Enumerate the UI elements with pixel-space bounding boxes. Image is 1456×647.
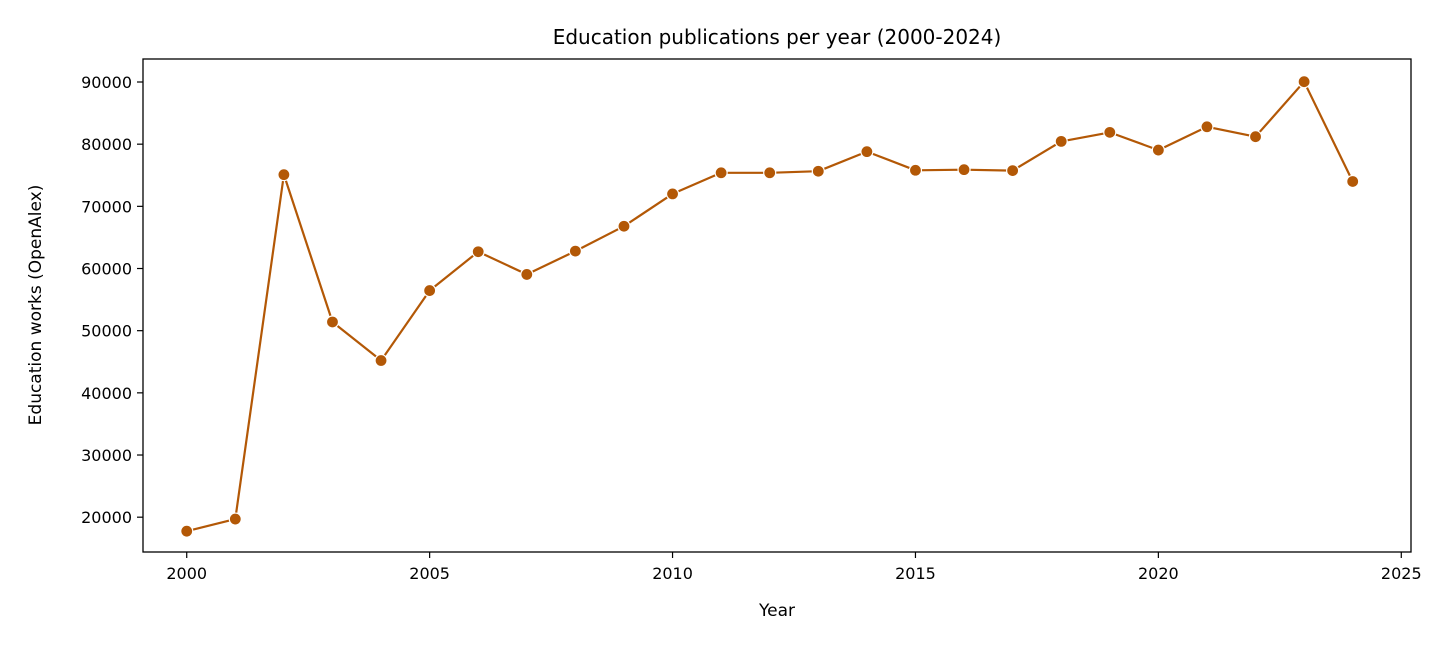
- chart-title: Education publications per year (2000-20…: [553, 25, 1002, 49]
- data-point-marker: [617, 219, 631, 233]
- data-point-marker: [763, 166, 777, 180]
- data-point-marker: [1297, 75, 1311, 89]
- data-point-marker: [1346, 174, 1360, 189]
- data-point-marker: [908, 163, 923, 177]
- axes-frame: [142, 58, 1412, 553]
- data-point-marker: [277, 168, 291, 182]
- data-point-marker: [860, 145, 874, 159]
- y-axis-label: Education works (OpenAlex): [26, 185, 46, 426]
- y-tick-label: 20000: [81, 508, 132, 527]
- data-point-marker: [471, 245, 485, 259]
- data-point-marker: [665, 187, 680, 201]
- x-tick-label: 2025: [1381, 564, 1422, 583]
- data-point-marker: [957, 163, 971, 177]
- x-tick-label: 2015: [895, 564, 936, 583]
- x-tick-label: 2020: [1138, 564, 1179, 583]
- y-tick-label: 70000: [81, 197, 132, 216]
- plot-area: [180, 75, 1360, 538]
- data-point-marker: [325, 315, 340, 329]
- data-point-marker: [568, 244, 582, 258]
- data-point-marker: [180, 524, 194, 538]
- y-axis-ticks: 20000 30000 40000 50000 60000 70000 80000 90000: [81, 73, 143, 527]
- x-tick-label: 2005: [409, 564, 450, 583]
- data-point-marker: [1054, 134, 1068, 148]
- data-point-marker: [714, 166, 728, 180]
- series-line: [186, 80, 1354, 533]
- data-point-marker: [1103, 125, 1117, 139]
- data-point-marker: [1151, 143, 1165, 157]
- x-tick-label: 2010: [652, 564, 693, 583]
- data-point-marker: [423, 283, 437, 298]
- y-tick-label: 60000: [81, 260, 132, 279]
- y-tick-label: 40000: [81, 384, 132, 403]
- y-tick-label: 50000: [81, 322, 132, 341]
- data-point-marker: [228, 512, 242, 526]
- data-point-marker: [1006, 163, 1020, 178]
- x-axis-label: Year: [758, 601, 795, 621]
- data-point-marker: [811, 164, 825, 178]
- x-tick-label: 2000: [166, 564, 207, 583]
- data-point-marker: [520, 267, 534, 282]
- x-axis-ticks: 2000 2005 2010 2015 2020 2025: [166, 552, 1422, 583]
- y-tick-label: 90000: [81, 73, 132, 92]
- y-tick-label: 30000: [81, 446, 132, 465]
- y-tick-label: 80000: [81, 135, 132, 154]
- data-point-marker: [1248, 130, 1263, 144]
- data-point-marker: [1200, 120, 1214, 134]
- data-point-marker: [374, 353, 388, 368]
